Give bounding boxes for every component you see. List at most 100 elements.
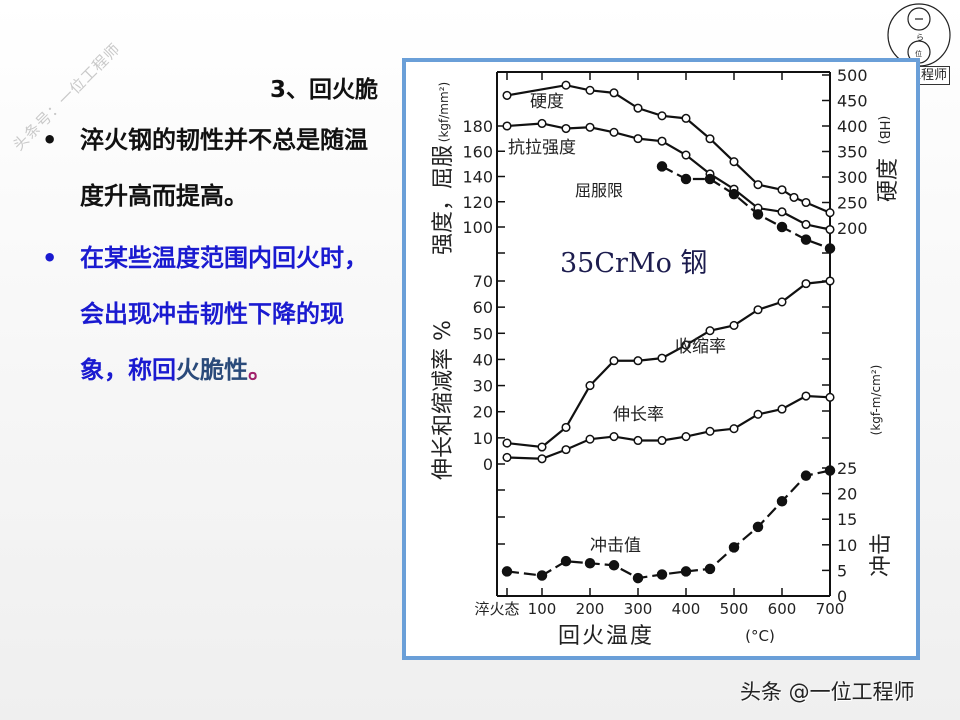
label-tensile: 抗拉强度	[508, 138, 576, 158]
svg-text:40: 40	[473, 350, 493, 369]
label-elongation: 伸长率	[613, 405, 664, 425]
data-point	[728, 542, 740, 553]
svg-text:120: 120	[462, 193, 493, 212]
data-point	[753, 305, 763, 315]
svg-text:20: 20	[473, 403, 493, 422]
data-point	[752, 209, 764, 220]
data-point	[633, 435, 643, 446]
x-tick-label: 400	[672, 600, 701, 618]
data-point	[777, 185, 787, 195]
svg-text:20: 20	[837, 485, 857, 504]
data-point	[537, 454, 547, 464]
data-point	[585, 434, 595, 444]
svg-text:200: 200	[837, 219, 868, 238]
bullet-dot: •	[42, 244, 58, 272]
svg-text:500: 500	[837, 66, 868, 85]
data-point	[585, 381, 595, 391]
data-point	[609, 127, 619, 137]
series-伸长率	[502, 391, 835, 464]
data-point	[753, 409, 763, 419]
svg-text:400: 400	[837, 117, 868, 136]
svg-text:5: 5	[837, 561, 847, 580]
svg-text:180: 180	[462, 117, 493, 136]
data-point	[680, 566, 692, 577]
data-point	[776, 496, 788, 507]
data-point	[825, 276, 835, 286]
data-point	[824, 465, 836, 476]
x-tick-label: 700	[816, 600, 845, 618]
data-point	[561, 422, 571, 432]
bullet-text: 在某些温度范围内回火时，会出现冲击韧性下降的现象，称回	[80, 244, 368, 384]
x-tick-label: 淬火态	[474, 600, 519, 618]
data-point	[777, 404, 787, 414]
data-point	[502, 90, 512, 100]
svg-text:0: 0	[483, 455, 493, 474]
data-point	[705, 426, 715, 436]
data-point	[633, 103, 643, 113]
data-point	[657, 353, 667, 363]
data-point	[705, 326, 715, 336]
bullet-period: 。	[248, 356, 272, 384]
svg-text:50: 50	[473, 324, 493, 343]
left-axis-upper-label: 强度，屈服	[431, 145, 456, 255]
bullet-text-tail: 火脆性	[176, 356, 248, 384]
data-point	[801, 391, 811, 401]
series-冲击值	[501, 465, 836, 584]
slide-title: 3、回火脆	[270, 77, 379, 103]
data-point	[825, 208, 835, 218]
x-axis-label: 回火温度	[558, 624, 654, 649]
data-point	[657, 435, 667, 446]
data-point	[777, 297, 787, 307]
data-point	[680, 173, 692, 185]
data-point	[585, 122, 595, 132]
data-point	[753, 180, 763, 190]
svg-text:60: 60	[473, 298, 493, 317]
left-axis-upper-unit: (kgf/mm²)	[437, 82, 451, 142]
svg-text:25: 25	[837, 459, 857, 478]
data-point	[657, 136, 667, 146]
data-point	[656, 569, 668, 580]
label-yield: 屈服限	[575, 181, 623, 200]
series-屈服限	[656, 161, 836, 254]
data-point	[705, 134, 715, 144]
svg-text:140: 140	[462, 168, 493, 187]
svg-text:450: 450	[837, 92, 868, 111]
svg-text:350: 350	[837, 143, 868, 162]
right-axis-upper-unit: (HB)	[876, 116, 891, 145]
bullet-item: • 在某些温度范围内回火时，会出现冲击韧性下降的现象，称回火脆性。	[40, 230, 385, 398]
svg-text:10: 10	[837, 536, 857, 555]
data-point	[801, 219, 811, 230]
data-point	[633, 134, 643, 144]
data-point	[657, 111, 667, 121]
svg-text:250: 250	[837, 194, 868, 213]
data-point	[536, 570, 548, 581]
label-hardness: 硬度	[530, 92, 564, 112]
data-point	[609, 356, 619, 366]
chart-frame: 淬火态 100 200 300 400 500 600 700 回火温度 (°C) 180 160 14…	[402, 58, 920, 660]
data-point	[537, 118, 547, 129]
x-tick-label: 200	[576, 600, 605, 618]
x-axis-unit: (°C)	[745, 627, 775, 645]
bullet-list: • 淬火钢的韧性并不总是随温度升高而提高。 • 在某些温度范围内回火时，会出现冲…	[40, 112, 385, 404]
data-point	[561, 80, 571, 90]
data-point	[800, 234, 812, 245]
label-impact: 冲击值	[590, 536, 641, 556]
svg-text:100: 100	[462, 218, 493, 237]
label-reduction: 收缩率	[675, 337, 726, 357]
data-point	[789, 192, 799, 202]
chart-title: 35CrMo 钢	[560, 248, 707, 279]
data-point	[729, 320, 739, 330]
svg-text:160: 160	[462, 142, 493, 161]
data-point	[801, 279, 811, 289]
data-point	[608, 560, 620, 571]
data-point	[561, 123, 571, 134]
data-point	[776, 221, 788, 233]
series-抗拉强度	[502, 118, 835, 235]
svg-text:15: 15	[837, 510, 857, 529]
footer-attribution: 头条 @一位工程师	[740, 680, 915, 704]
series-硬度	[502, 80, 835, 218]
data-point	[728, 188, 740, 200]
data-point	[560, 555, 572, 567]
bullet-dot: •	[42, 126, 58, 154]
data-point	[729, 157, 739, 167]
